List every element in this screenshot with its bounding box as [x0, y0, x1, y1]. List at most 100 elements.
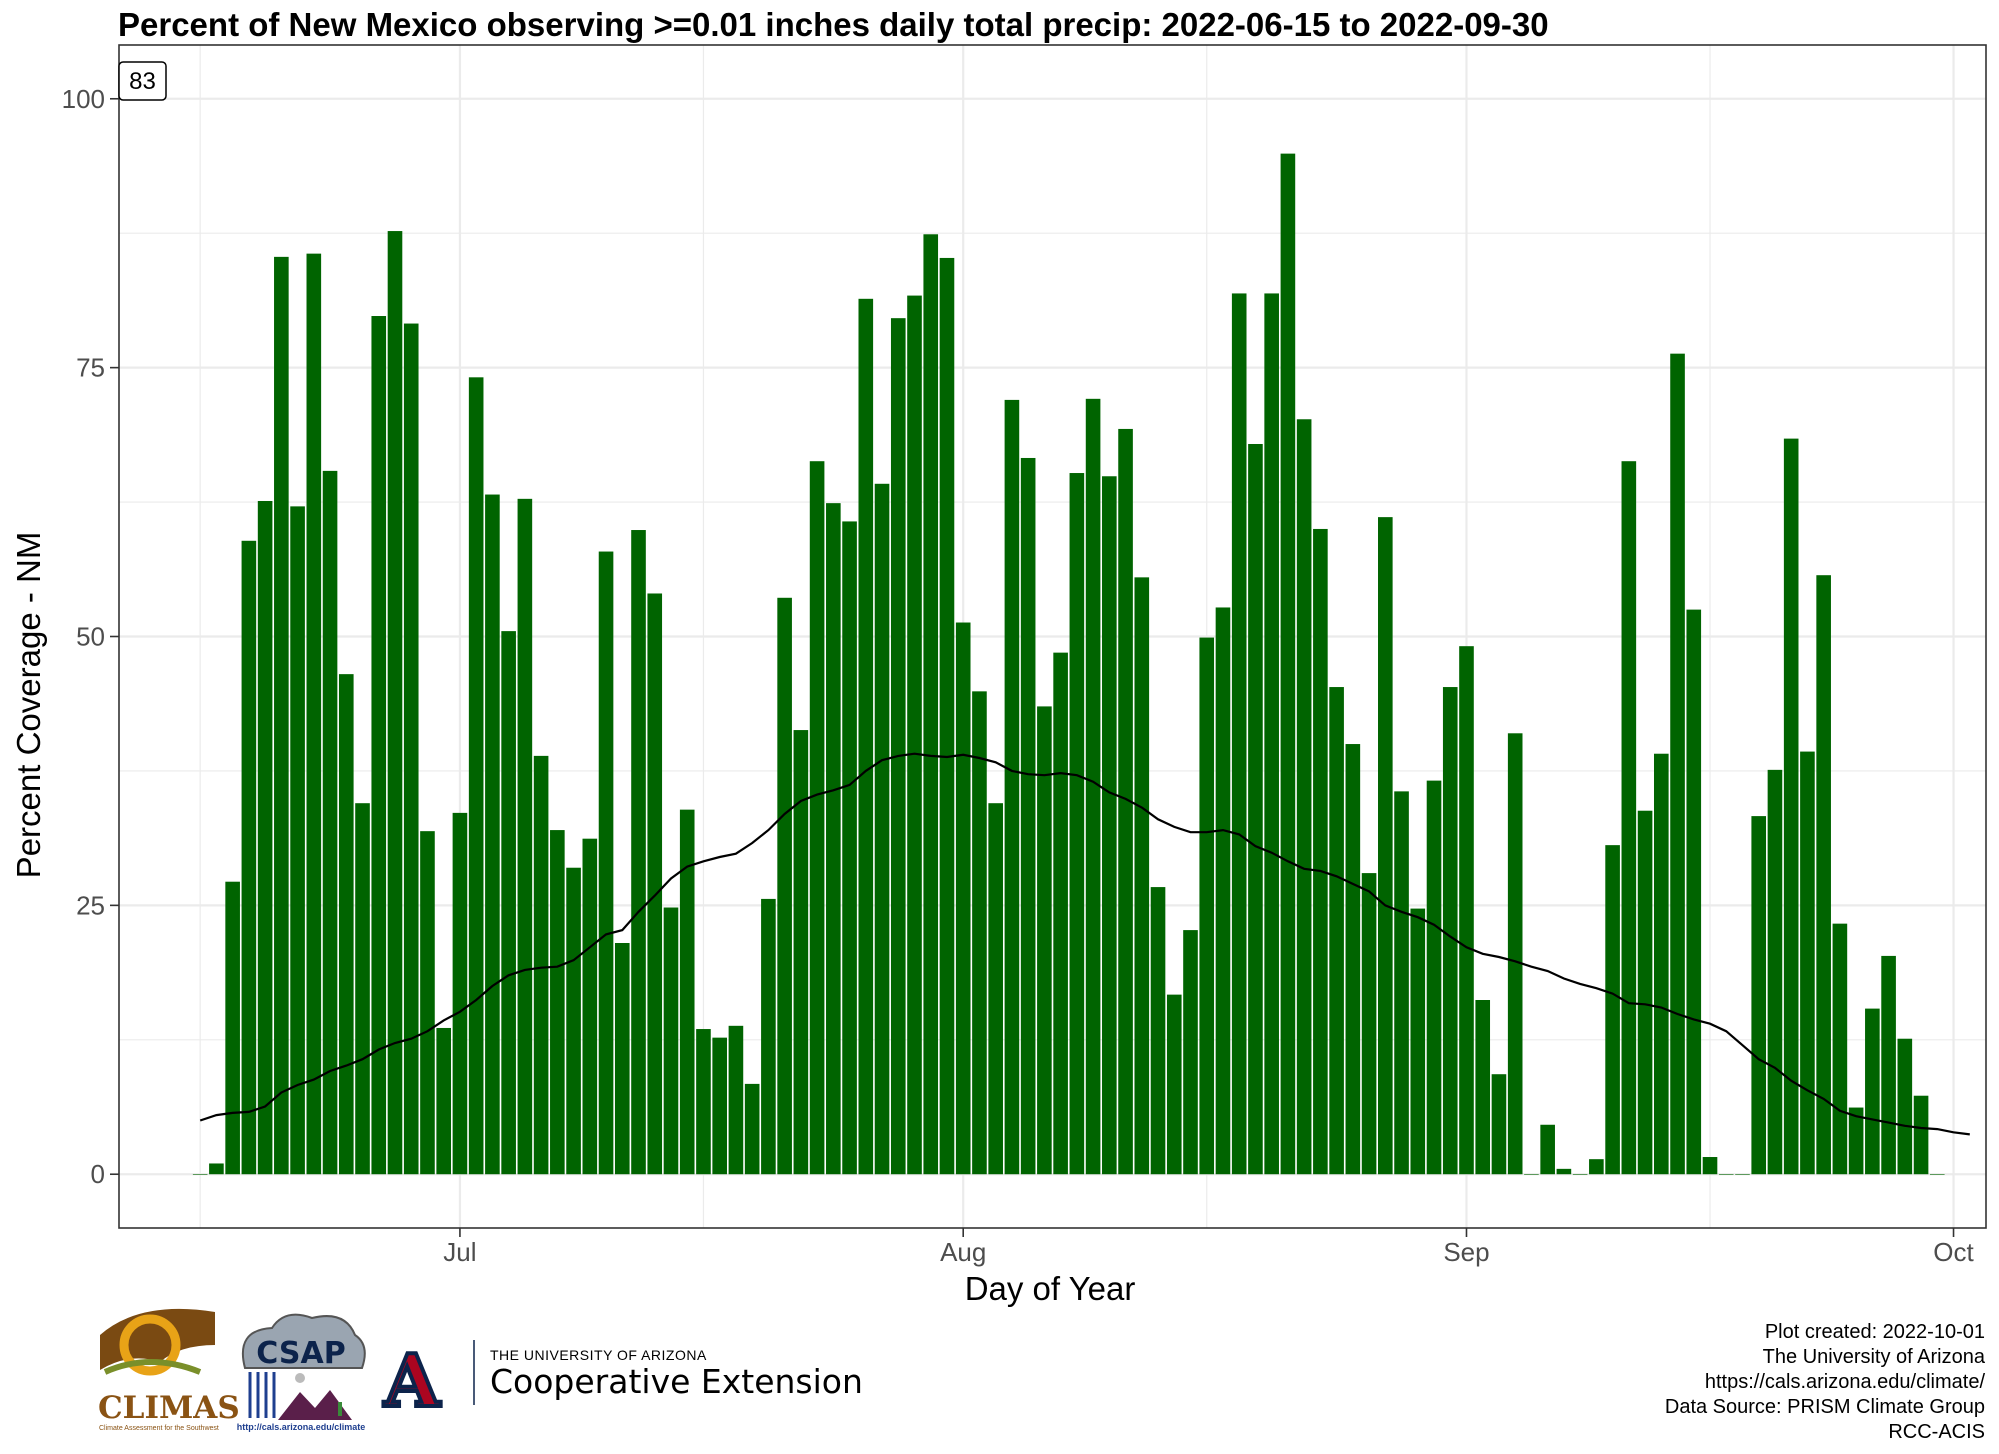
bar: [1053, 652, 1068, 1175]
bar: [1848, 1107, 1864, 1175]
bar: [663, 907, 679, 1175]
bar: [225, 881, 240, 1175]
bar: [1783, 438, 1799, 1175]
bar: [874, 483, 890, 1175]
bar: [322, 470, 338, 1175]
bar: [387, 231, 403, 1175]
csap-logo-text: CSAP: [256, 1336, 345, 1371]
bar: [972, 691, 987, 1175]
y-tick-label: 75: [76, 353, 105, 383]
bar: [274, 256, 289, 1175]
bar: [1929, 1174, 1945, 1175]
bar: [1524, 1174, 1539, 1175]
bar: [1215, 607, 1231, 1175]
bar: [696, 1029, 711, 1175]
bar: [436, 1027, 452, 1175]
bar-series: [192, 153, 1945, 1175]
x-tick-label: Jul: [443, 1237, 476, 1267]
bar: [631, 530, 646, 1175]
bar: [209, 1163, 224, 1175]
bar: [1475, 1000, 1491, 1175]
bar: [1248, 443, 1263, 1175]
bar: [582, 838, 598, 1175]
bar: [1410, 908, 1426, 1175]
bar: [1150, 887, 1166, 1175]
bar: [1313, 528, 1328, 1175]
y-axis-title: Percent Coverage - NM: [10, 532, 47, 879]
bar: [241, 540, 257, 1175]
bar: [1020, 457, 1036, 1175]
credit-line-institution: The University of Arizona: [1762, 1346, 1985, 1368]
bar: [1345, 744, 1361, 1175]
bar: [939, 257, 955, 1175]
bar: [501, 631, 516, 1175]
climas-logo-text: CLIMAS: [98, 1390, 240, 1426]
bar: [1426, 780, 1442, 1175]
x-tick-label: Sep: [1443, 1237, 1489, 1267]
bar: [614, 943, 630, 1175]
ua-block-a-icon: A: [383, 1338, 441, 1423]
line-path: [199, 752, 1970, 1136]
x-axis-title: Day of Year: [965, 1270, 1136, 1307]
credit-line-source: Data Source: PRISM Climate Group: [1664, 1396, 1985, 1418]
bar: [988, 803, 1003, 1175]
bar: [955, 622, 971, 1175]
bar: [533, 755, 549, 1175]
bar: [793, 730, 809, 1175]
bar: [1621, 461, 1637, 1175]
y-tick-label: 100: [62, 84, 105, 114]
bar: [1865, 1008, 1880, 1175]
bar: [1800, 751, 1815, 1175]
smoothed-line-series: [199, 752, 1970, 1136]
bar: [1085, 398, 1101, 1175]
bar: [1231, 293, 1247, 1175]
x-tick-label: Oct: [1933, 1237, 1974, 1267]
bar: [809, 461, 825, 1175]
bar: [1264, 293, 1279, 1175]
x-tick-label: Aug: [940, 1237, 986, 1267]
bar: [1166, 994, 1182, 1175]
bar: [517, 498, 533, 1175]
bar: [1897, 1038, 1913, 1175]
credit-line-url: https://cals.arizona.edu/climate/: [1704, 1371, 1985, 1393]
bar: [371, 316, 387, 1175]
bar: [355, 803, 370, 1175]
bar: [728, 1025, 744, 1175]
bar: [826, 503, 841, 1175]
bar: [1686, 609, 1702, 1175]
ua-logo-small-text: THE UNIVERSITY OF ARIZONA: [490, 1347, 707, 1363]
bar: [1540, 1124, 1555, 1175]
bar: [1589, 1159, 1604, 1175]
csap-logo: CSAP http://cals.arizona.edu/climate: [237, 1313, 366, 1432]
bar: [1199, 637, 1215, 1175]
bar: [403, 323, 419, 1175]
bar: [192, 1174, 208, 1175]
bar: [1394, 791, 1409, 1175]
bar: [1735, 1174, 1750, 1175]
bar: [1718, 1174, 1734, 1175]
bar: [1605, 845, 1620, 1175]
bar: [1361, 873, 1377, 1175]
bar: [1767, 769, 1783, 1175]
bar: [1442, 687, 1458, 1175]
bar: [306, 253, 322, 1175]
bar: [1069, 473, 1085, 1175]
bar: [744, 1083, 760, 1175]
bar: [1102, 476, 1117, 1175]
credit-line-acis: RCC-ACIS: [1888, 1421, 1985, 1443]
ua-logo-big-text: Cooperative Extension: [490, 1362, 863, 1401]
bar: [598, 551, 614, 1175]
bar: [485, 494, 500, 1175]
bar: [566, 867, 581, 1175]
bar: [420, 831, 435, 1175]
bar: [1816, 575, 1831, 1175]
bar: [338, 674, 354, 1175]
bar: [1491, 1074, 1507, 1175]
bar: [1004, 399, 1020, 1175]
bar: [1459, 646, 1474, 1175]
bar: [1751, 816, 1767, 1175]
bar: [842, 521, 857, 1175]
csap-logo-url: http://cals.arizona.edu/climate: [237, 1422, 366, 1432]
bar: [890, 318, 906, 1175]
